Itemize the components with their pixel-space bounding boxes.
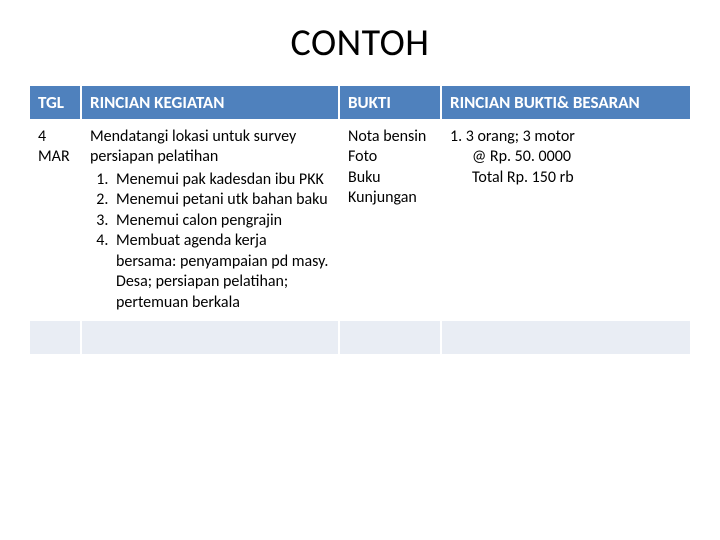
slide-root: CONTOH TGL RINCIAN KEGIATAN BUKTI RINCIA… (0, 0, 720, 540)
col-header-bukti: BUKTI (339, 85, 441, 120)
rincian-line: Total Rp. 150 rb (450, 168, 682, 188)
list-item: Menemui calon pengrajin (112, 211, 330, 231)
list-item: Menemui pak kadesdan ibu PKK (112, 170, 330, 190)
bukti-line: Buku Kunjungan (348, 168, 432, 209)
table-row-empty (29, 320, 691, 354)
slide-title: CONTOH (28, 20, 692, 66)
table-row-empty (29, 355, 691, 389)
cell-rincian: 1. 3 orang; 3 motor @ Rp. 50. 0000 Total… (441, 120, 691, 320)
list-item: Membuat agenda kerja bersama: penyampaia… (112, 231, 330, 313)
bukti-line: Nota bensin (348, 127, 432, 147)
kegiatan-intro: Mendatangi lokasi untuk survey persiapan… (90, 127, 330, 168)
col-header-tgl: TGL (29, 85, 81, 120)
table-header-row: TGL RINCIAN KEGIATAN BUKTI RINCIAN BUKTI… (29, 85, 691, 120)
table-row: 4 MAR Mendatangi lokasi untuk survey per… (29, 120, 691, 320)
tgl-month: MAR (38, 147, 72, 167)
rincian-line: @ Rp. 50. 0000 (450, 147, 682, 167)
col-header-kegiatan: RINCIAN KEGIATAN (81, 85, 339, 120)
cell-bukti: Nota bensin Foto Buku Kunjungan (339, 120, 441, 320)
cell-tgl: 4 MAR (29, 120, 81, 320)
col-header-rincian: RINCIAN BUKTI& BESARAN (441, 85, 691, 120)
cell-kegiatan: Mendatangi lokasi untuk survey persiapan… (81, 120, 339, 320)
bukti-line: Foto (348, 147, 432, 167)
tgl-day: 4 (38, 127, 72, 147)
kegiatan-list: Menemui pak kadesdan ibu PKK Menemui pet… (90, 170, 330, 313)
activity-table: TGL RINCIAN KEGIATAN BUKTI RINCIAN BUKTI… (28, 84, 692, 390)
rincian-line: 1. 3 orang; 3 motor (450, 127, 682, 147)
list-item: Menemui petani utk bahan baku (112, 190, 330, 210)
